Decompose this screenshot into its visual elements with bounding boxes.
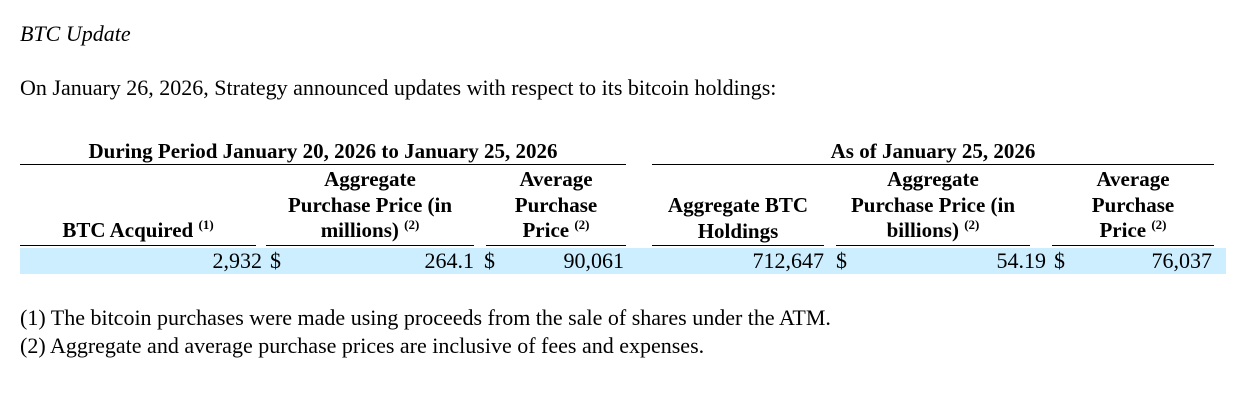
cell-average-price: 90,061 (563, 248, 625, 273)
header-btc-acquired: BTC Acquired (1) (20, 218, 256, 244)
header-rule-average-price-2 (1052, 245, 1214, 246)
footnote-ref-2: (2) (574, 217, 590, 232)
group-header-as-of: As of January 25, 2026 (830, 139, 1036, 163)
header-average-price-line2: Purchase (514, 192, 598, 217)
header-btc-acquired-label: BTC Acquired (62, 218, 194, 242)
header-rule-btc-acquired (20, 245, 256, 246)
header-aggregate-price-billions-line3: billions) (886, 218, 959, 242)
header-aggregate-price-millions: Aggregate Purchase Price (in millions) (… (266, 167, 474, 244)
cell-aggregate-price-billions: 54.19 (996, 248, 1047, 273)
header-rule-aggregate-btc-holdings (652, 245, 824, 246)
footnote-2: (2) Aggregate and average purchase price… (20, 333, 705, 358)
cell-aggregate-price-millions: 264.1 (424, 248, 475, 273)
header-aggregate-btc-holdings: Aggregate BTC Holdings (652, 193, 824, 244)
header-average-price-2-line3: Price (1099, 218, 1147, 242)
header-rule-aggregate-price-millions (266, 245, 474, 246)
header-average-price: Average Purchase Price (2) (486, 167, 626, 244)
header-average-price-2-line1: Average (1096, 167, 1170, 191)
cell-currency-symbol: $ (484, 248, 495, 273)
header-average-price-2: Average Purchase Price (2) (1052, 167, 1214, 244)
header-aggregate-btc-line1: Aggregate BTC (667, 193, 809, 217)
group-header-period: During Period January 20, 2026 to Januar… (88, 139, 558, 163)
header-aggregate-price-millions-line2: Purchase Price (in (287, 192, 453, 217)
intro-paragraph: On January 26, 2026, Strategy announced … (20, 75, 777, 100)
header-rule-average-price (486, 245, 626, 246)
header-average-price-line1: Average (519, 167, 593, 191)
footnote-ref-2: (2) (1151, 217, 1167, 232)
table-row (20, 248, 1226, 274)
footnote-ref-1: (1) (198, 217, 214, 232)
header-aggregate-price-billions-line1: Aggregate (887, 167, 979, 191)
cell-average-price-2: 76,037 (1151, 248, 1213, 273)
header-average-price-2-line2: Purchase (1091, 192, 1175, 217)
header-aggregate-btc-line2: Holdings (697, 218, 779, 243)
cell-currency-symbol: $ (270, 248, 281, 273)
section-title: BTC Update (20, 21, 131, 46)
cell-aggregate-btc-holdings: 712,647 (752, 248, 825, 273)
header-rule-aggregate-price-billions (836, 245, 1030, 246)
header-aggregate-price-billions-line2: Purchase Price (in (850, 192, 1016, 217)
footnote-ref-2: (2) (964, 217, 980, 232)
header-aggregate-price-millions-line3: millions) (320, 218, 399, 242)
cell-btc-acquired: 2,932 (212, 248, 263, 273)
cell-currency-symbol: $ (836, 248, 847, 273)
group-rule-as-of (652, 164, 1214, 165)
header-average-price-line3: Price (522, 218, 570, 242)
header-aggregate-price-millions-line1: Aggregate (324, 167, 416, 191)
header-aggregate-price-billions: Aggregate Purchase Price (in billions) (… (836, 167, 1030, 244)
group-rule-period (20, 164, 626, 165)
footnote-1: (1) The bitcoin purchases were made usin… (20, 305, 831, 330)
cell-currency-symbol: $ (1054, 248, 1065, 273)
footnote-ref-2: (2) (404, 217, 420, 232)
